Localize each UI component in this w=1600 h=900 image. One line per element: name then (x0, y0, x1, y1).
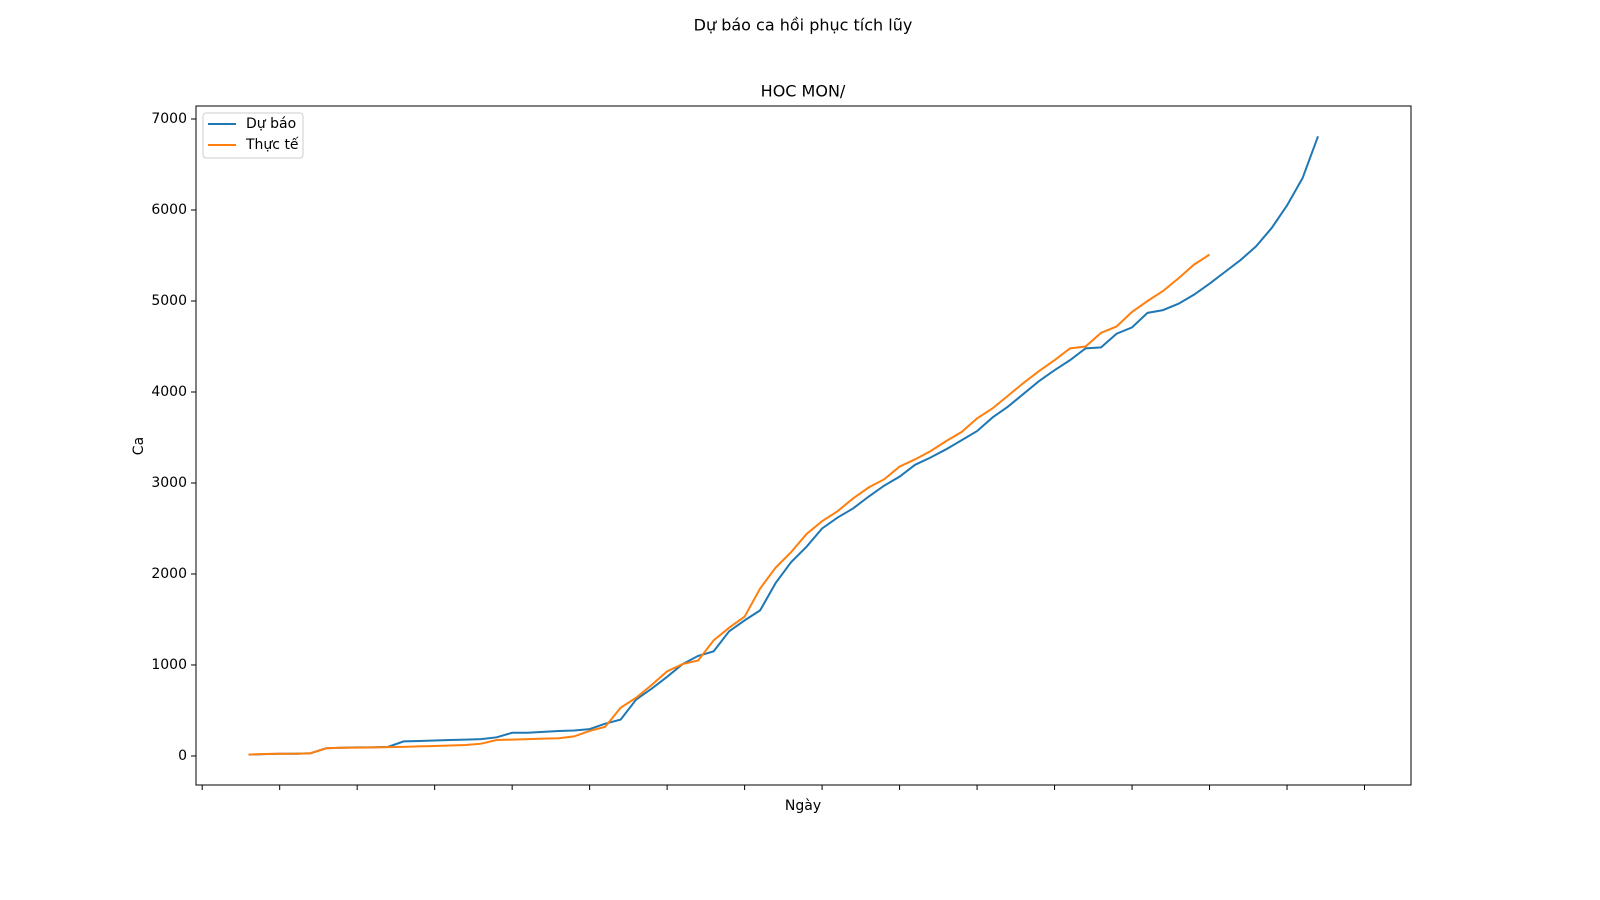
chart-title: HOC MON/ (761, 82, 846, 101)
y-tick-label: 5000 (151, 293, 187, 309)
y-axis-label: Ca (131, 437, 147, 455)
legend-label: Thực tế (245, 136, 299, 153)
series-line (248, 253, 1211, 756)
x-axis-label: Ngày (785, 798, 821, 814)
y-tick-label: 2000 (151, 566, 187, 582)
y-tick-label: 0 (178, 748, 187, 764)
chart-suptitle: Dự báo ca hồi phục tích lũy (694, 16, 913, 35)
y-tick-label: 3000 (151, 475, 187, 491)
legend-label: Dự báo (246, 116, 296, 132)
y-tick-label: 4000 (151, 384, 187, 400)
series-line (248, 135, 1319, 756)
y-tick-label: 1000 (151, 657, 187, 673)
plot-area (195, 105, 1412, 786)
y-tick-label: 6000 (151, 202, 187, 218)
y-tick-label: 7000 (151, 111, 187, 127)
